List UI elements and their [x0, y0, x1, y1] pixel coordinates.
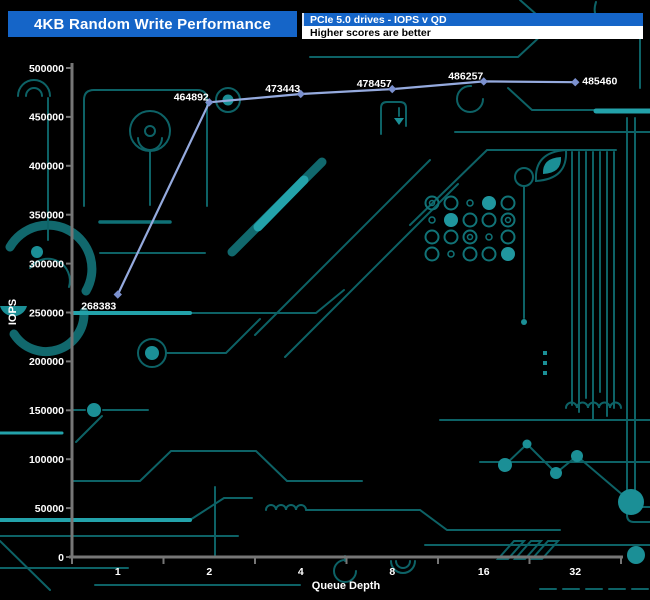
- series-line: [116, 80, 576, 295]
- bga-pad-grid: [424, 195, 516, 262]
- data-point-label: 473443: [265, 83, 300, 95]
- x-tick-label: 1: [115, 566, 121, 578]
- y-tick-label: 350000: [29, 210, 64, 222]
- data-point-label: 268383: [81, 301, 116, 313]
- y-axis-title: IOPS: [7, 299, 19, 325]
- y-tick-label: 200000: [29, 356, 64, 368]
- x-tick-label: 4: [298, 566, 304, 578]
- data-point-marker: [571, 78, 580, 87]
- y-tick-label: 400000: [29, 161, 64, 173]
- y-tick-label: 50000: [35, 503, 64, 515]
- data-point-marker: [296, 89, 305, 99]
- x-tick-label: 2: [206, 566, 212, 578]
- chart-note: Higher scores are better: [302, 26, 643, 39]
- data-point-label: 485460: [582, 76, 617, 88]
- x-tick-label: 16: [478, 566, 490, 578]
- data-point-marker: [113, 290, 122, 299]
- data-point-marker: [205, 98, 214, 107]
- y-tick-label: 0: [58, 552, 64, 564]
- chart-title-bar: 4KB Random Write Performance: [8, 11, 297, 37]
- data-point-label: 486257: [448, 70, 483, 82]
- y-tick-label: 250000: [29, 307, 64, 319]
- data-point-label: 478457: [357, 78, 392, 90]
- x-tick-label: 32: [569, 566, 581, 578]
- chart-info-box: PCIe 5.0 drives - IOPS v QD Higher score…: [302, 13, 643, 39]
- chart-title: 4KB Random Write Performance: [33, 15, 272, 33]
- y-tick-label: 150000: [29, 405, 64, 417]
- chart-subtitle: PCIe 5.0 drives - IOPS v QD: [302, 13, 643, 26]
- x-axis-title: Queue Depth: [312, 580, 381, 592]
- y-tick-label: 300000: [29, 258, 64, 270]
- data-point-marker: [479, 77, 488, 86]
- y-tick-label: 100000: [29, 454, 64, 466]
- data-point-label: 464892: [174, 91, 209, 103]
- x-tick-label: 8: [389, 566, 395, 578]
- y-tick-label: 450000: [29, 112, 64, 124]
- y-tick-label: 500000: [29, 63, 64, 75]
- data-point-marker: [388, 84, 397, 94]
